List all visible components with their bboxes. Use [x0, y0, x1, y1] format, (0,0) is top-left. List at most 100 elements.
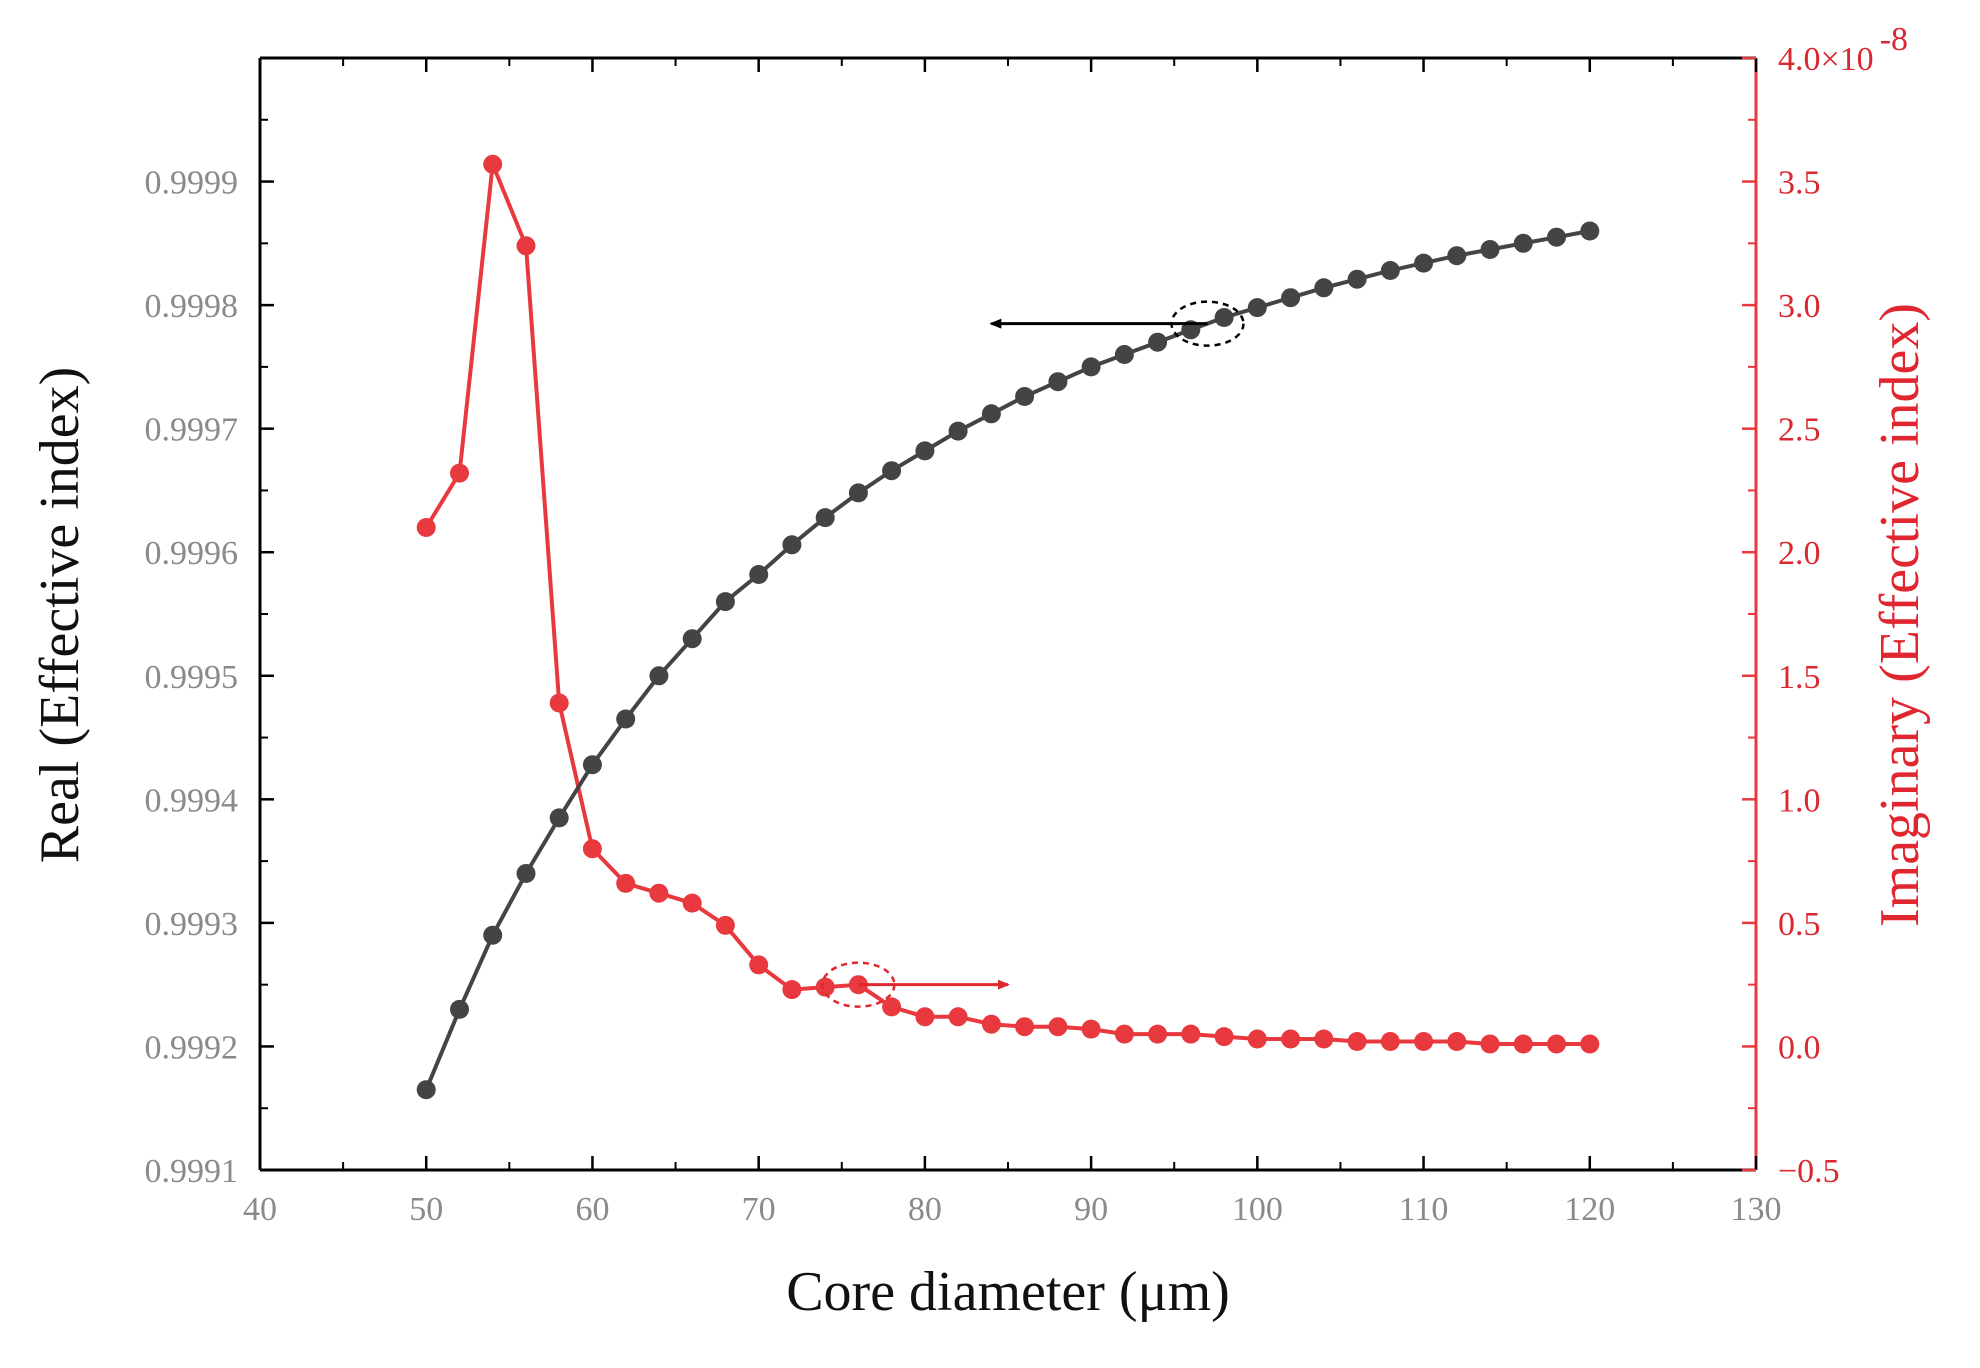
data-point-real [1081, 357, 1101, 377]
data-point-imaginary [1480, 1034, 1500, 1054]
y-right-tick-label: 3.0 [1778, 288, 1821, 325]
y-left-tick-label: 0.9998 [145, 288, 239, 325]
data-point-imaginary [450, 463, 469, 483]
data-point-imaginary [1281, 1029, 1301, 1049]
data-point-real [882, 461, 902, 481]
data-point-real [749, 565, 769, 584]
data-point-real [649, 666, 669, 686]
y-left-tick-label: 0.9995 [145, 659, 239, 696]
data-point-imaginary [1181, 1024, 1201, 1044]
data-point-imaginary [1547, 1034, 1566, 1054]
x-tick-label: 110 [1399, 1191, 1449, 1228]
y-left-tick-label: 0.9999 [145, 165, 239, 202]
data-point-real [416, 1080, 436, 1100]
data-point-imaginary [416, 518, 436, 537]
data-point-imaginary [1048, 1017, 1068, 1037]
data-point-real [1214, 308, 1234, 327]
x-tick-label: 70 [742, 1191, 776, 1228]
data-point-real [1247, 298, 1267, 318]
data-point-imaginary [682, 893, 702, 913]
data-point-real [1048, 372, 1068, 392]
data-point-real [1580, 221, 1600, 241]
x-tick-label: 50 [409, 1191, 443, 1228]
data-point-imaginary [1081, 1019, 1101, 1039]
data-point-real [848, 483, 868, 503]
data-point-real [915, 441, 935, 461]
data-point-real [682, 629, 702, 649]
data-point-real [1314, 278, 1334, 298]
y-left-tick-label: 0.9991 [145, 1153, 239, 1190]
x-tick-label: 60 [575, 1191, 609, 1228]
data-point-imaginary [815, 977, 835, 997]
data-point-imaginary [715, 915, 735, 935]
data-point-real [616, 709, 636, 729]
data-point-imaginary [549, 693, 569, 713]
data-point-real [1414, 253, 1434, 273]
y-left-tick-label: 0.9997 [145, 412, 239, 449]
data-point-real [1281, 288, 1301, 308]
data-point-imaginary [649, 883, 669, 903]
data-point-real [582, 755, 602, 775]
data-point-imaginary [749, 955, 769, 975]
data-point-real [549, 808, 569, 828]
data-point-imaginary [1414, 1032, 1434, 1051]
data-point-imaginary [516, 236, 536, 256]
series-line-imaginary [424, 162, 1590, 1046]
x-tick-label: 80 [908, 1191, 942, 1228]
data-point-real [715, 592, 735, 612]
y-right-tick-label: −0.5 [1778, 1153, 1840, 1190]
y-right-tick-label: 2.5 [1778, 412, 1821, 449]
data-point-imaginary [1580, 1034, 1600, 1054]
data-point-imaginary [1114, 1024, 1134, 1044]
y-left-tick-label: 0.9993 [145, 906, 239, 943]
data-point-imaginary [981, 1014, 1001, 1034]
series-line-real [424, 229, 1591, 1091]
data-point-imaginary [483, 154, 503, 174]
data-point-imaginary [1347, 1032, 1367, 1051]
y-left-tick-label: 0.9992 [145, 1029, 239, 1066]
y-right-tick-label: 4.0×10 [1778, 41, 1874, 78]
data-point-real [1547, 227, 1566, 247]
y-right-tick-label: 3.5 [1778, 165, 1821, 202]
y-right-tick-label: 2.0 [1778, 535, 1821, 572]
data-point-real [1513, 233, 1533, 253]
data-point-real [782, 535, 802, 555]
data-point-real [981, 404, 1001, 424]
data-point-imaginary [616, 873, 636, 893]
data-point-imaginary [1513, 1034, 1533, 1054]
data-point-imaginary [948, 1007, 968, 1027]
data-point-real [1347, 269, 1367, 289]
data-point-imaginary [1015, 1017, 1035, 1037]
data-point-imaginary [1148, 1024, 1168, 1044]
data-point-imaginary [1247, 1029, 1267, 1049]
y-axis-right-title: Imaginary (Effective index) [1869, 303, 1931, 927]
data-point-imaginary [1380, 1032, 1400, 1051]
data-point-imaginary [915, 1007, 935, 1027]
data-point-real [483, 925, 503, 945]
data-point-imaginary [782, 980, 802, 1000]
x-tick-label: 40 [243, 1191, 277, 1228]
y-right-tick-label: 0.0 [1778, 1029, 1821, 1066]
y-right-exponent: -8 [1880, 21, 1908, 58]
x-axis-title: Core diameter (μm) [786, 1261, 1230, 1323]
data-point-real [1114, 345, 1134, 364]
y-right-tick-label: 0.5 [1778, 906, 1821, 943]
data-point-imaginary [882, 997, 902, 1017]
data-point-imaginary [1447, 1032, 1467, 1051]
x-tick-label: 100 [1232, 1191, 1283, 1228]
data-point-imaginary [1214, 1027, 1234, 1047]
x-tick-label: 120 [1564, 1191, 1615, 1228]
data-point-imaginary [1314, 1029, 1334, 1049]
y-left-tick-label: 0.9996 [145, 535, 239, 572]
data-point-real [1447, 246, 1467, 266]
y-axis-left-title: Real (Effective index) [29, 367, 91, 864]
data-point-imaginary [582, 839, 602, 859]
data-point-real [516, 864, 536, 883]
data-point-real [1148, 332, 1168, 352]
x-tick-label: 130 [1731, 1191, 1782, 1228]
data-point-real [815, 508, 835, 528]
data-point-real [1380, 261, 1400, 280]
y-right-tick-label: 1.0 [1778, 782, 1821, 819]
